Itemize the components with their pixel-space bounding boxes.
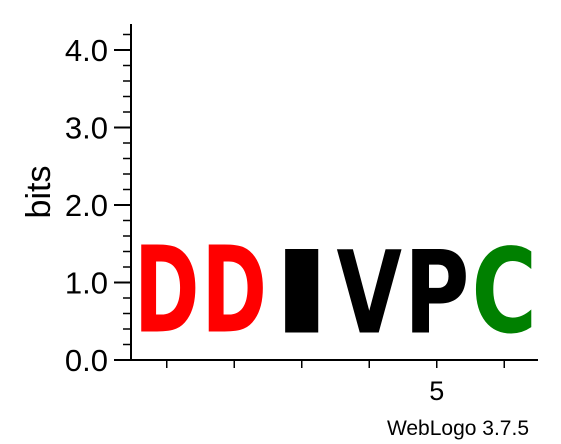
x-axis: 5 <box>130 359 538 406</box>
y-tick-label: 1.0 <box>65 266 108 301</box>
logo-letter-d: D <box>134 221 199 360</box>
x-ticks: 5 <box>166 360 505 406</box>
y-tick-label: 0.0 <box>65 343 108 378</box>
logo-letter-d: D <box>202 221 267 360</box>
y-axis: 0.0 1.0 2.0 3.0 4.0 bits <box>20 24 132 378</box>
logo-letter-p: P <box>404 228 469 361</box>
weblogo-credit: WebLogo 3.7.5 <box>387 417 529 440</box>
y-tick-label: 4.0 <box>65 33 108 68</box>
y-major-ticks: 0.0 1.0 2.0 3.0 4.0 <box>65 33 131 378</box>
y-axis-label: bits <box>20 166 58 219</box>
logo-letter-i: I <box>269 227 334 361</box>
y-tick-label: 2.0 <box>65 188 108 223</box>
logo-letter-v: V <box>337 227 403 360</box>
logo-letter-c: C <box>472 223 538 360</box>
y-tick-label: 3.0 <box>65 111 108 146</box>
x-tick-label: 5 <box>429 376 444 406</box>
y-minor-ticks <box>123 33 131 346</box>
